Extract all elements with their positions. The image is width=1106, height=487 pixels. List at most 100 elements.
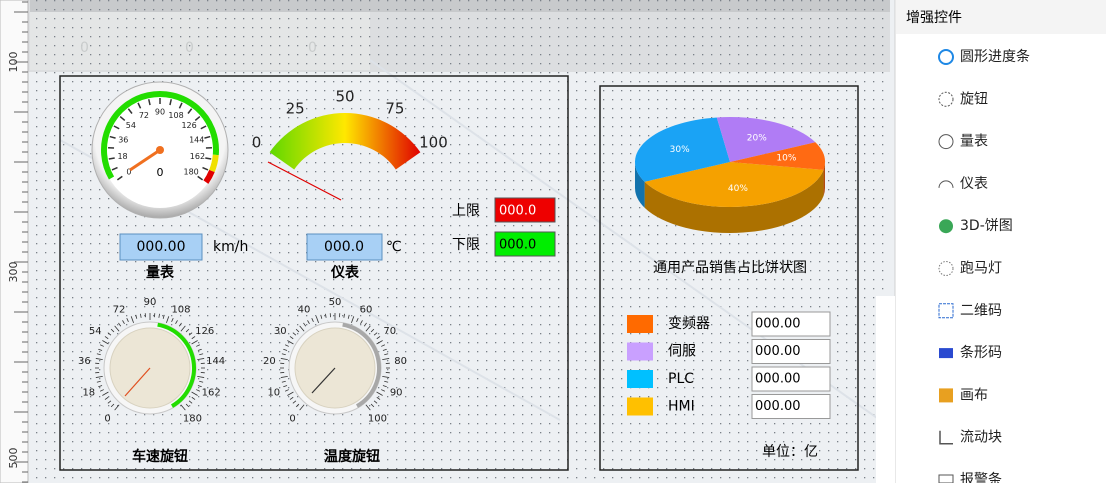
scale-label: 162	[202, 388, 221, 399]
scale-label: 100	[368, 414, 387, 425]
pie-label: 30%	[670, 145, 690, 155]
scale-label: 100	[419, 134, 448, 152]
sidebar-title: 增强控件	[906, 10, 962, 26]
legend-name: 变频器	[668, 316, 710, 332]
unit: km/h	[213, 239, 248, 255]
gauge-hub	[156, 146, 164, 154]
gauge-tick	[109, 158, 115, 159]
scale-label: 25	[286, 100, 305, 118]
legend-swatch	[627, 315, 653, 333]
scale-label: 126	[181, 121, 196, 130]
legend-input-text: 000.00	[755, 372, 801, 387]
limit-value: 000.0	[499, 204, 536, 219]
sidebar-item-label: 跑马灯	[960, 261, 1002, 277]
pie-title: 通用产品销售占比饼状图	[653, 260, 807, 276]
widget-label: 仪表	[330, 264, 360, 281]
scale-label: 54	[89, 326, 102, 337]
gauge-tick	[205, 158, 211, 159]
pie-label: 20%	[747, 134, 767, 144]
sidebar-item-label: 画布	[960, 387, 988, 403]
gauge-value: 0	[157, 166, 164, 179]
legend-input-text: 000.00	[755, 317, 801, 332]
scale-label: 144	[189, 136, 204, 145]
icon	[939, 388, 953, 402]
scale-label: 36	[118, 136, 128, 145]
scale-label: 144	[206, 356, 225, 367]
sidebar-item-label: 3D-饼图	[960, 218, 1013, 234]
scale-label: 108	[171, 305, 190, 316]
limit-value: 000.0	[499, 238, 536, 253]
limit-label: 上限	[452, 203, 480, 219]
widget-label: 量表	[146, 264, 175, 281]
sidebar-item[interactable]	[896, 164, 1106, 204]
bg-number: 0	[185, 40, 194, 56]
scale-label: 180	[183, 167, 198, 176]
scale-label: 162	[190, 152, 205, 161]
scale-label: 126	[195, 326, 214, 337]
sidebar-item-label: 量表	[960, 134, 988, 150]
scale-label: 0	[252, 134, 262, 152]
legend-input-text: 000.00	[755, 344, 801, 359]
legend-swatch	[627, 370, 653, 388]
sidebar-item-label: 二维码	[960, 303, 1002, 319]
unit-note: 单位：亿	[762, 444, 818, 460]
sidebar-item[interactable]	[896, 122, 1106, 162]
scale-label: 0	[104, 414, 110, 425]
widget-label: 车速旋钮	[132, 448, 188, 465]
sidebar-item-label: 流动块	[960, 430, 1002, 446]
scale-label: 72	[139, 111, 149, 120]
widget-label: 温度旋钮	[324, 448, 380, 465]
legend-name: 伺服	[668, 344, 696, 360]
input-text: 000.0	[324, 239, 364, 255]
icon	[939, 348, 953, 358]
pie-label: 40%	[728, 184, 748, 194]
scale-label: 108	[168, 111, 183, 120]
scale-label: 30	[274, 326, 287, 337]
bg-number: 0	[80, 40, 89, 56]
sidebar-item[interactable]	[896, 79, 1106, 119]
scale-label: 180	[183, 414, 202, 425]
scale-label: 90	[155, 108, 165, 117]
icon	[939, 219, 953, 233]
bg-number: 0	[308, 40, 317, 56]
scale-label: 0	[289, 414, 295, 425]
scale-label: 60	[360, 305, 373, 316]
legend-name: HMI	[668, 399, 695, 415]
sidebar-item-label: 圆形进度条	[960, 48, 1030, 65]
ruler-label: 500	[7, 448, 20, 469]
scale-label: 36	[78, 356, 91, 367]
sidebar-item-label: 条形码	[960, 344, 1002, 361]
sidebar-item[interactable]	[896, 375, 1106, 415]
scale-label: 75	[385, 100, 404, 118]
limit-label: 下限	[452, 237, 480, 253]
legend-name: PLC	[668, 371, 694, 387]
scale-label: 70	[383, 326, 396, 337]
scroll-gap	[876, 296, 895, 483]
pie-3d: 40% 30% 20% 10%	[635, 117, 825, 233]
scale-label: 90	[144, 297, 157, 308]
scale-label: 18	[82, 388, 95, 399]
scale-label: 54	[126, 121, 136, 130]
legend-swatch	[627, 398, 653, 416]
designer: 100 300 500 0 0 0 0183654729010812614416…	[0, 0, 1106, 483]
ruler-label: 300	[7, 262, 20, 283]
gauge-yellow-arc	[212, 155, 216, 171]
scale-label: 72	[113, 305, 126, 316]
input-text: 000.00	[137, 239, 186, 255]
scale-label: 90	[390, 388, 403, 399]
pie-label: 10%	[776, 154, 796, 164]
legend-swatch	[627, 343, 653, 361]
scale-label: 80	[394, 356, 407, 367]
scale-label: 40	[298, 305, 311, 316]
unit: ℃	[386, 239, 402, 255]
sidebar-item-label: 仪表	[960, 176, 988, 192]
sidebar-item-label: 报警条	[960, 471, 1002, 483]
scale-label: 10	[267, 388, 280, 399]
scale-label: 18	[117, 152, 127, 161]
scale-label: 50	[329, 297, 342, 308]
scale-label: 20	[263, 356, 276, 367]
ruler-label: 100	[7, 52, 20, 73]
scale-label: 50	[335, 88, 354, 106]
page: { "ruler": {"labels": ["100", "300", "50…	[0, 0, 1106, 483]
sidebar-item-label: 旋钮	[960, 91, 988, 107]
